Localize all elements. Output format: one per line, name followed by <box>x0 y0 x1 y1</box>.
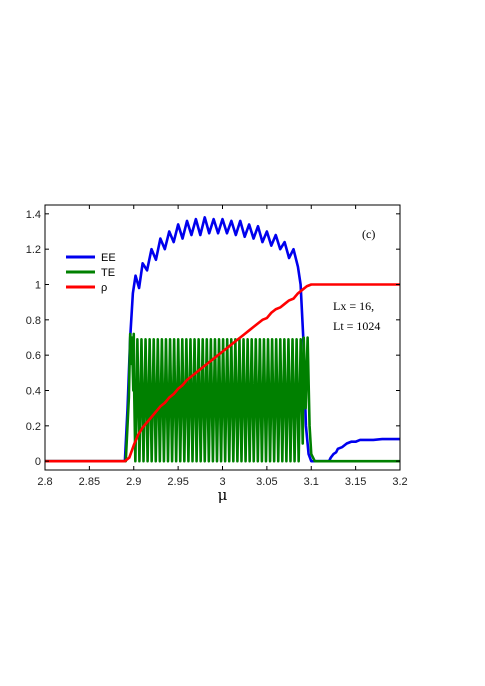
series-line-rho <box>45 283 400 463</box>
x-tick-label: 3 <box>219 476 225 488</box>
legend: EE TE ρ <box>66 252 116 294</box>
annotation-line-1: Lx = 16, <box>333 299 374 313</box>
legend-label-te: TE <box>101 267 115 279</box>
x-tick-label: 2.95 <box>167 476 188 488</box>
x-axis-title: μ <box>218 486 228 504</box>
y-tick-label: 0.8 <box>26 315 41 327</box>
series-line-te <box>45 332 400 463</box>
y-tick-label: 0.2 <box>26 421 41 433</box>
legend-label-rho: ρ <box>101 282 107 294</box>
x-tick-label: 3.2 <box>392 476 407 488</box>
x-tick-label: 3.05 <box>256 476 277 488</box>
plot-lines <box>45 216 400 463</box>
legend-label-ee: EE <box>101 252 116 264</box>
y-tick-label: 1.2 <box>26 244 41 256</box>
x-tick-label: 2.9 <box>126 476 141 488</box>
y-tick-label: 0.6 <box>26 350 41 362</box>
x-tick-label: 3.15 <box>345 476 366 488</box>
panel-label: (c) <box>362 227 375 241</box>
y-tick-label: 1 <box>35 280 41 292</box>
axis-ticks <box>44 205 401 470</box>
y-tick-label: 0.4 <box>26 386 41 398</box>
y-tick-label: 1.4 <box>26 209 41 221</box>
axis-tick-labels: 2.8 2.85 2.9 2.95 3 3.05 3.1 3.15 3.2 0 0.2 0.4 0.6 0… <box>26 209 408 488</box>
x-tick-label: 3.1 <box>304 476 319 488</box>
series-line-ee <box>45 216 400 463</box>
annotation-line-2: Lt = 1024 <box>333 319 380 333</box>
x-tick-label: 2.85 <box>79 476 100 488</box>
x-tick-label: 2.8 <box>37 476 52 488</box>
y-tick-label: 0 <box>35 456 41 468</box>
